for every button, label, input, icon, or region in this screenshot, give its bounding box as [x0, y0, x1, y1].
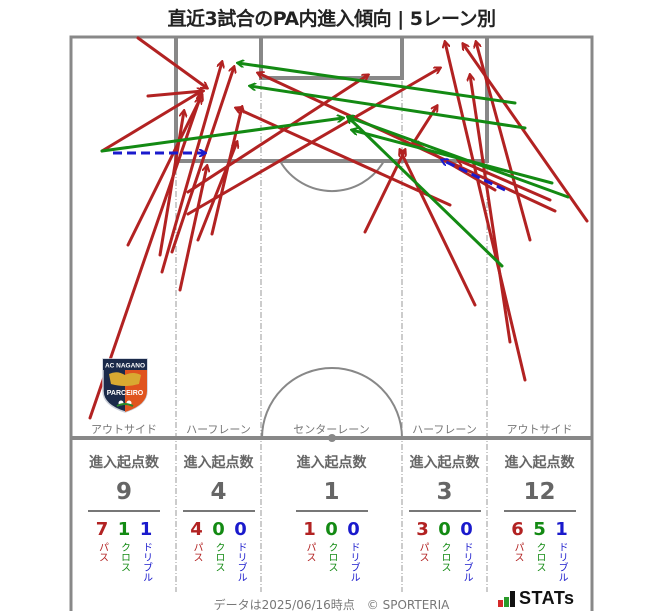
summary-right-outside: 進入起点数 12 6 パス 5 クロス 1 ドリブル: [487, 452, 592, 582]
summary-heading: 進入起点数: [504, 455, 575, 471]
dribble-count: 1: [139, 519, 153, 540]
pass-label: パス: [304, 542, 315, 562]
summary-total: 9: [115, 479, 132, 505]
dribble-count: 1: [555, 519, 568, 540]
lane-label-left-outside: アウトサイド: [91, 423, 157, 436]
lane-label-right-halfspace: ハーフレーン: [412, 423, 477, 436]
pass-label: パス: [96, 542, 108, 562]
footer: データは2025/06/16時点 © SPORTERIA: [0, 596, 663, 613]
pass-count: 4: [190, 519, 203, 540]
summary-divider: [182, 510, 255, 512]
svg-text:AC NAGANO: AC NAGANO: [105, 363, 145, 370]
cross-count: 1: [117, 519, 131, 540]
data-date: データは2025/06/16時点: [213, 598, 355, 612]
chart-title: 直近3試合のPA内進入傾向 | 5レーン別: [167, 8, 496, 30]
pass-count: 1: [303, 519, 316, 540]
summary-total: 3: [436, 479, 453, 505]
cross-arrows: [100, 63, 570, 268]
stats-brand-text: STATs: [519, 588, 575, 608]
pass-label: パス: [512, 542, 523, 562]
summary-heading: 進入起点数: [296, 455, 367, 471]
dribble-arrows: [113, 153, 506, 192]
pitch-outline: [69, 35, 594, 611]
summary-total: 12: [523, 479, 556, 505]
dribble-label: ドリブル: [556, 542, 567, 582]
pass-label: パス: [417, 542, 428, 562]
pass-count: 6: [511, 519, 524, 540]
cross-label: クロス: [213, 542, 224, 572]
summary-divider: [503, 510, 576, 512]
pass-count: 7: [95, 519, 109, 540]
summary-divider: [408, 510, 481, 512]
summary-center: 進入起点数 1 1 パス 0 クロス 0 ドリブル: [261, 452, 402, 582]
center-circle: [261, 367, 403, 439]
dribble-label: ドリブル: [235, 542, 246, 582]
summary-heading: 進入起点数: [183, 455, 254, 471]
pass-count: 3: [416, 519, 429, 540]
penalty-arc: [279, 160, 385, 193]
cross-label: クロス: [439, 542, 450, 572]
lane-label-left-halfspace: ハーフレーン: [186, 423, 251, 436]
lane-label-center: センターレーン: [293, 423, 370, 436]
summary-right-halfspace: 進入起点数 3 3 パス 0 クロス 0 ドリブル: [402, 452, 487, 582]
cross-label: クロス: [118, 542, 130, 572]
summary-heading: 進入起点数: [409, 455, 480, 471]
center-spot: [328, 434, 336, 442]
summary-divider: [88, 510, 160, 512]
goal-area: [259, 37, 404, 80]
svg-text:PARCEIRO: PARCEIRO: [107, 390, 144, 397]
copyright: © SPORTERIA: [366, 598, 450, 612]
summary-heading: 進入起点数: [89, 455, 159, 471]
summary-left-outside: 進入起点数 9 7 パス 1 クロス 1 ドリブル: [72, 452, 176, 582]
cross-label: クロス: [534, 542, 545, 572]
pass-label: パス: [191, 542, 202, 562]
lane-label-right-outside: アウトサイド: [506, 423, 573, 436]
dribble-count: 0: [234, 519, 247, 540]
summary-total: 4: [210, 479, 227, 505]
summary-total: 1: [323, 479, 340, 505]
pass-arrows: [88, 36, 589, 420]
cross-count: 0: [438, 519, 451, 540]
dribble-count: 0: [347, 519, 360, 540]
cross-label: クロス: [326, 542, 337, 572]
dribble-label: ドリブル: [140, 542, 152, 582]
dribble-count: 0: [460, 519, 473, 540]
cross-count: 5: [533, 519, 546, 540]
summary-left-halfspace: 進入起点数 4 4 パス 0 クロス 0 ドリブル: [176, 452, 261, 582]
cross-count: 0: [325, 519, 338, 540]
cross-count: 0: [212, 519, 225, 540]
dribble-label: ドリブル: [348, 542, 359, 582]
stats-brand-logo: STATs: [498, 589, 575, 607]
dribble-label: ドリブル: [461, 542, 472, 582]
team-logo: AC NAGANO PARCEIRO: [102, 358, 148, 413]
bar-chart-icon: [498, 591, 515, 607]
summary-divider: [295, 510, 368, 512]
